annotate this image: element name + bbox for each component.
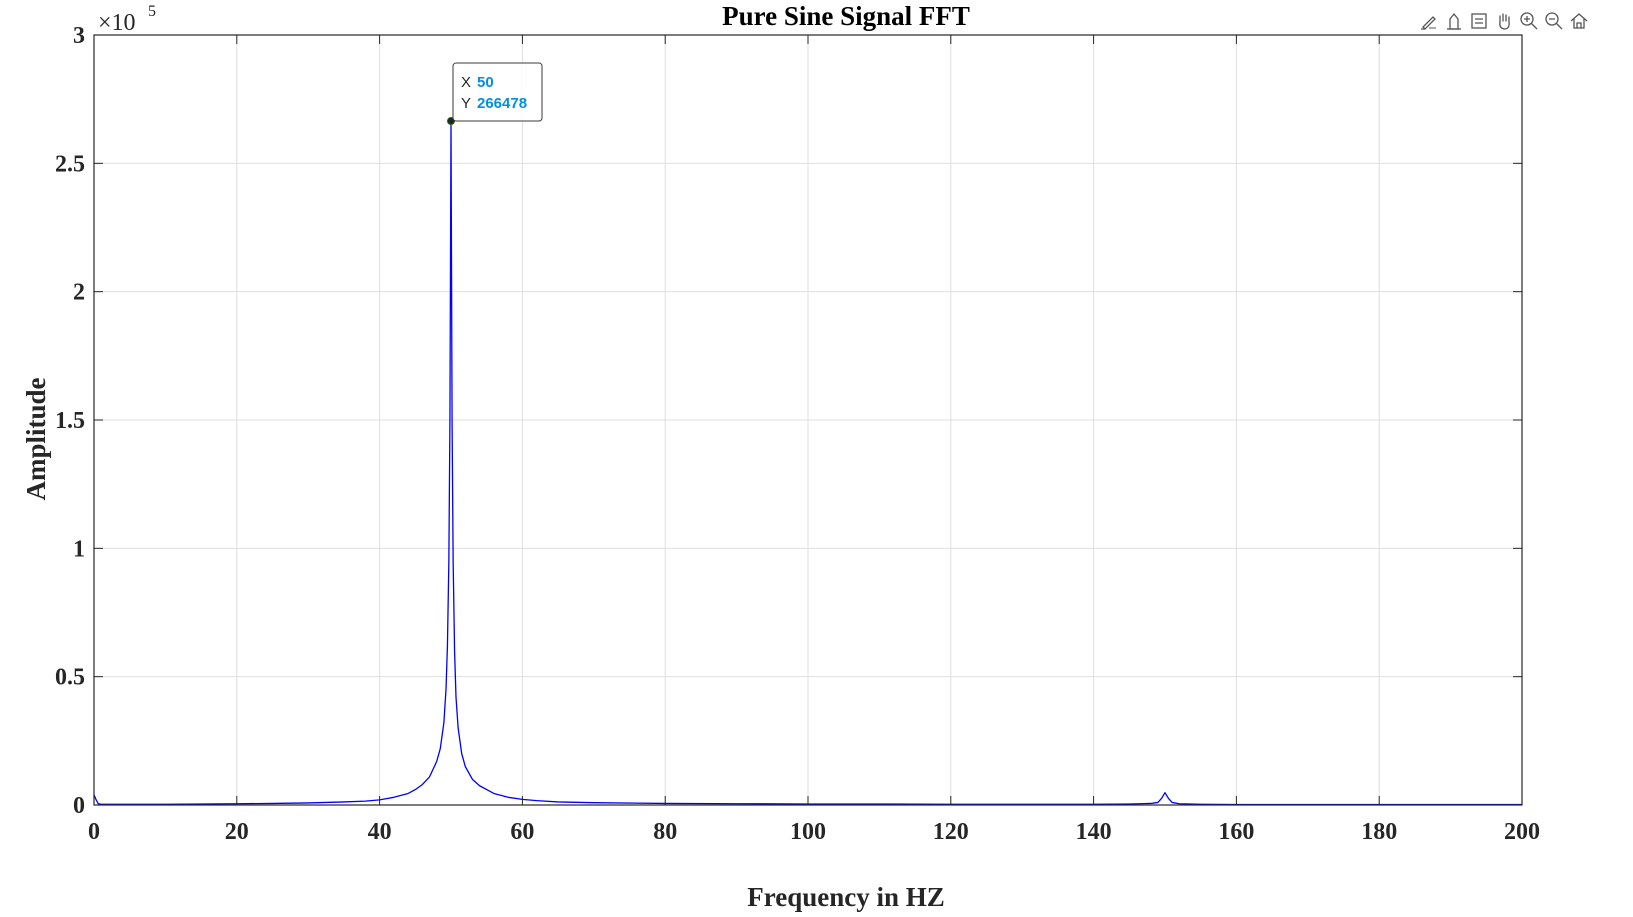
x-axis-label: Frequency in HZ: [747, 882, 945, 912]
zoom-in-icon[interactable]: [1518, 10, 1540, 32]
data-tips-icon[interactable]: [1443, 10, 1465, 32]
x-tick-label: 120: [933, 819, 969, 845]
data-tip-y-label: Y: [461, 95, 471, 112]
exponent-base: ×10: [98, 10, 136, 36]
pan-icon[interactable]: [1493, 10, 1515, 32]
series-line-0: [93, 120, 1522, 806]
x-tick-label: 40: [368, 819, 392, 845]
zoom-out-icon[interactable]: [1543, 10, 1565, 32]
x-tick-label: 60: [510, 819, 534, 845]
data-tip[interactable]: X 50 Y 266478: [447, 62, 543, 126]
x-tick-label: 80: [653, 819, 677, 845]
exponent-power: 5: [148, 3, 156, 20]
y-axis-label: Amplitude: [21, 377, 51, 500]
y-tick-label: 2: [73, 280, 85, 306]
x-tick-label: 180: [1361, 819, 1397, 845]
y-exponent-label: ×10 5: [98, 3, 156, 36]
data-tip-x-value: 50: [477, 74, 494, 91]
grid-lines: [93, 34, 1523, 806]
data-tips-icon-glyph: [1447, 12, 1461, 30]
zoom-out-icon-glyph: [1545, 12, 1563, 30]
zoom-in-icon-glyph: [1520, 12, 1538, 30]
y-tick-label: 0: [73, 793, 85, 819]
x-tick-label: 160: [1218, 819, 1254, 845]
y-tick-label: 3: [73, 23, 85, 49]
restore-view-icon-glyph: [1471, 13, 1487, 29]
restore-view-icon[interactable]: [1468, 10, 1490, 32]
y-tick-labels: 0 0.5 1 1.5 2 2.5 3: [55, 23, 85, 819]
brush-icon-glyph: [1421, 16, 1436, 30]
pan-icon-glyph: [1499, 13, 1510, 30]
y-tick-label: 1.5: [55, 408, 85, 434]
y-tick-label: 1: [73, 536, 85, 562]
data-tip-box: [452, 62, 543, 122]
x-tick-labels: 0 20 40 60 80 100 120 140 160 180 200: [88, 819, 1540, 845]
axes-toolbar: [1418, 10, 1590, 32]
x-tick-label: 20: [225, 819, 249, 845]
data-tip-y-value: 266478: [477, 95, 527, 112]
x-tick-label: 140: [1076, 819, 1112, 845]
series-layer: [93, 120, 1522, 806]
chart-title: Pure Sine Signal FFT: [722, 1, 970, 31]
x-tick-label: 200: [1504, 819, 1540, 845]
y-tick-label: 0.5: [55, 665, 85, 691]
x-tick-label: 0: [88, 819, 100, 845]
y-tick-label: 2.5: [55, 151, 85, 177]
x-tick-label: 100: [790, 819, 826, 845]
axis-ticks: [93, 34, 1523, 806]
home-icon[interactable]: [1568, 10, 1590, 32]
data-tip-x-label: X: [461, 74, 471, 91]
brush-icon[interactable]: [1418, 10, 1440, 32]
home-icon-glyph: [1570, 13, 1588, 29]
